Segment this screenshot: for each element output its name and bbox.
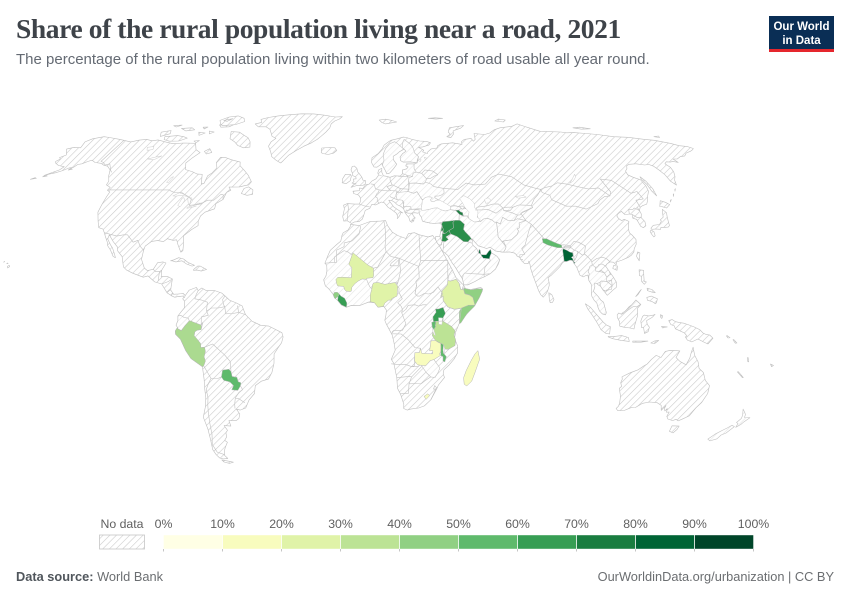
svg-text:10%: 10%: [210, 517, 235, 531]
svg-text:0%: 0%: [155, 517, 173, 531]
svg-text:90%: 90%: [682, 517, 707, 531]
svg-text:No data: No data: [100, 517, 143, 531]
svg-text:80%: 80%: [623, 517, 648, 531]
svg-text:20%: 20%: [269, 517, 294, 531]
svg-text:50%: 50%: [446, 517, 471, 531]
svg-text:70%: 70%: [564, 517, 589, 531]
svg-text:30%: 30%: [328, 517, 353, 531]
svg-text:40%: 40%: [387, 517, 412, 531]
svg-text:100%: 100%: [738, 517, 770, 531]
svg-text:60%: 60%: [505, 517, 530, 531]
